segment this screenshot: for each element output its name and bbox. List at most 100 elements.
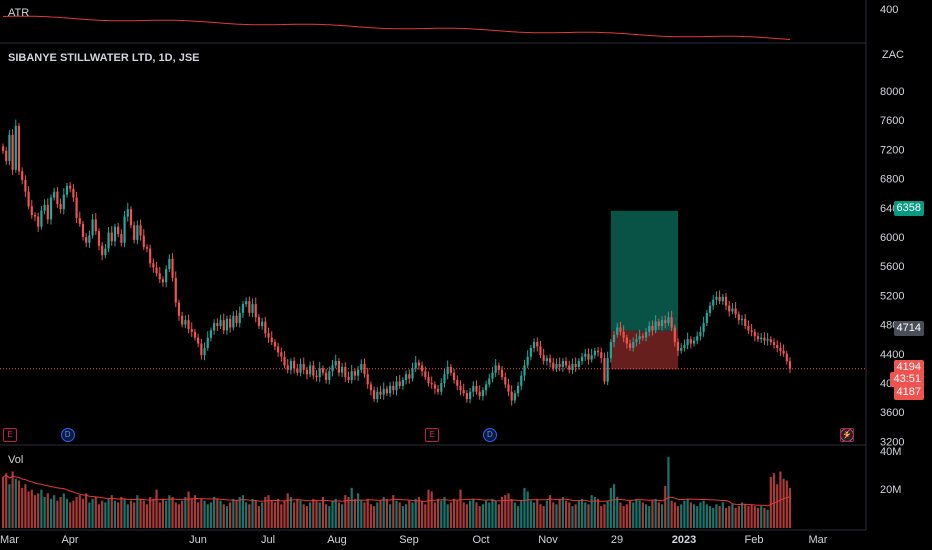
- volume-bar: [331, 500, 334, 528]
- candle-body: [309, 365, 312, 375]
- volume-bar: [500, 496, 504, 528]
- candle-body: [510, 391, 513, 401]
- candle-body: [750, 330, 753, 332]
- candle-body: [27, 191, 30, 207]
- volume-bar: [168, 495, 171, 528]
- volume-bar: [555, 504, 558, 528]
- volume-bar: [17, 480, 21, 528]
- candle-body: [539, 346, 542, 356]
- volume-bar: [88, 502, 91, 528]
- candle-body: [213, 323, 216, 331]
- candle-body: [545, 358, 548, 362]
- candle-body: [788, 361, 792, 369]
- volume-bar: [580, 498, 584, 528]
- volume-bar: [644, 504, 648, 528]
- price-tick-8000: 8000: [880, 86, 904, 98]
- volume-bar: [43, 496, 46, 528]
- volume-bar: [616, 496, 619, 528]
- volume-bar: [299, 500, 302, 528]
- candle-body: [414, 362, 417, 369]
- candle-body: [65, 185, 69, 195]
- candle-body: [149, 248, 152, 264]
- price-tick-6000: 6000: [880, 232, 904, 244]
- candle-body: [782, 350, 785, 354]
- candle-body: [507, 384, 510, 392]
- volume-bar: [427, 489, 430, 528]
- candle-body: [440, 382, 443, 392]
- volume-bar: [350, 487, 353, 528]
- volume-bar: [280, 504, 283, 528]
- volume-bar: [248, 504, 251, 528]
- volume-bar: [187, 491, 190, 528]
- candle-body: [235, 315, 238, 324]
- dividend-event-marker[interactable]: D: [60, 428, 75, 442]
- volume-bar: [721, 502, 724, 528]
- volume-bar: [696, 506, 699, 528]
- candle-body: [465, 393, 468, 400]
- volume-bar: [165, 500, 168, 528]
- candle-body: [619, 327, 622, 332]
- candle-body: [347, 377, 350, 381]
- volume-bar: [209, 502, 213, 528]
- volume-bar: [670, 500, 673, 528]
- candle-body: [261, 321, 264, 327]
- volume-bar: [664, 486, 667, 528]
- candle-body: [491, 372, 494, 379]
- volume-tick-40m: 40M: [880, 446, 902, 458]
- volume-bar: [744, 504, 747, 528]
- volume-bar: [235, 500, 238, 528]
- candle-body: [171, 258, 174, 278]
- candle-body: [625, 337, 628, 344]
- candle-body: [40, 210, 43, 227]
- volume-bar: [491, 498, 494, 528]
- time-label-9: 2023: [672, 534, 696, 546]
- volume-bar: [219, 500, 222, 528]
- volume-bar: [203, 500, 206, 528]
- volume-bar: [484, 500, 488, 528]
- volume-bar: [708, 506, 712, 528]
- volume-bar: [520, 500, 523, 528]
- candle-body: [94, 219, 97, 232]
- volume-bar: [654, 498, 657, 528]
- volume-bar: [648, 506, 651, 528]
- volume-bar: [315, 500, 318, 528]
- volume-bar: [760, 506, 763, 528]
- candle-body: [225, 318, 229, 331]
- candle-body: [747, 326, 750, 331]
- volume-bar: [395, 500, 398, 528]
- candle-body: [21, 171, 24, 181]
- candle-body: [59, 204, 62, 210]
- candle-body: [136, 225, 139, 240]
- time-label-8: 29: [611, 534, 623, 546]
- candle-body: [184, 320, 187, 325]
- volume-bar: [465, 504, 468, 528]
- candle-body: [334, 361, 337, 366]
- candle-body: [341, 366, 344, 373]
- currency-label: ZAC: [882, 49, 904, 61]
- candle-body: [737, 314, 740, 321]
- earnings-event-marker[interactable]: E: [840, 428, 854, 442]
- volume-bar: [136, 495, 139, 528]
- candle-body: [529, 347, 532, 357]
- candle-body: [408, 374, 411, 379]
- candle-body: [561, 361, 564, 367]
- candle-body: [104, 248, 107, 256]
- candle-body: [552, 362, 555, 369]
- dividend-event-marker[interactable]: D: [482, 428, 497, 442]
- volume-bar: [600, 506, 603, 528]
- volume-bar: [1, 476, 5, 528]
- volume-bar: [171, 496, 174, 528]
- candle-body: [670, 317, 673, 328]
- candle-body: [420, 365, 424, 372]
- volume-bar: [379, 500, 382, 528]
- candle-body: [30, 206, 33, 216]
- volume-bar: [657, 502, 660, 528]
- candle-body: [715, 296, 718, 300]
- candle-body: [62, 194, 65, 210]
- candle-body: [564, 361, 568, 366]
- candle-body: [241, 304, 245, 313]
- earnings-event-marker[interactable]: E: [3, 428, 17, 442]
- earnings-event-marker[interactable]: E: [425, 428, 440, 442]
